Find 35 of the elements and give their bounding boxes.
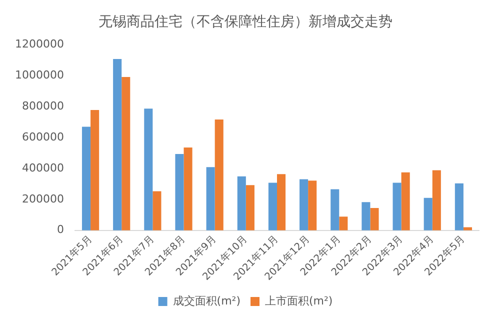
bar [82, 126, 91, 230]
bar [175, 154, 184, 230]
y-tick-label: 600000 [22, 130, 64, 144]
bar [432, 170, 441, 230]
chart-title: 无锡商品住宅（不含保障性住房）新增成交走势 [98, 14, 392, 30]
y-tick-label: 1200000 [14, 38, 64, 51]
y-tick-label: 1000000 [14, 68, 64, 82]
y-tick-label: 400000 [22, 161, 64, 174]
bar [122, 76, 130, 230]
bar [90, 110, 100, 230]
bar [144, 108, 153, 230]
y-tick-label: 200000 [22, 192, 64, 206]
bar [268, 182, 277, 230]
bar [401, 172, 410, 230]
legend-label: 上市面积(m²) [265, 294, 333, 308]
bar [424, 198, 432, 230]
bar [113, 59, 122, 230]
bar [246, 185, 254, 230]
bar [330, 189, 340, 230]
bar [454, 183, 464, 230]
legend-label: 成交面积(m²) [172, 294, 241, 308]
y-tick-label: 800000 [22, 100, 64, 113]
bar [300, 179, 308, 230]
bar [339, 216, 348, 230]
bar [206, 167, 215, 230]
bar [308, 180, 317, 230]
bar [184, 147, 192, 230]
bar [152, 191, 162, 230]
bar [370, 208, 379, 230]
bar [392, 182, 402, 230]
bar [214, 119, 224, 230]
bar [237, 176, 246, 230]
y-tick-label: 0 [56, 223, 64, 236]
bar [362, 202, 370, 230]
bar [276, 174, 286, 230]
